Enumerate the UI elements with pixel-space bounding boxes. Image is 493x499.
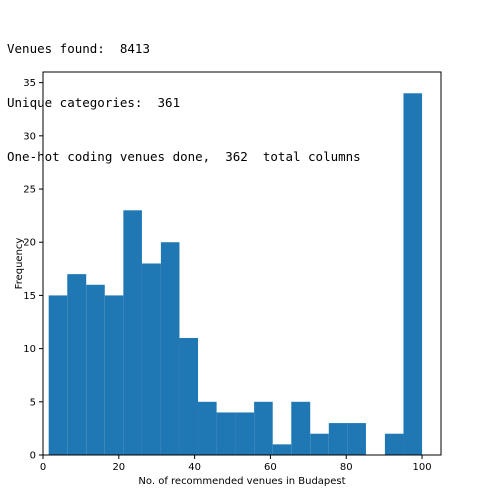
- y-tick-label: 20: [23, 238, 36, 249]
- histogram-bar-4: [123, 210, 142, 455]
- x-tick-label: 0: [40, 462, 46, 473]
- console-output: Venues found: 8413 Unique categories: 36…: [7, 4, 361, 184]
- histogram-bar-3: [104, 295, 124, 455]
- histogram-bars: [48, 93, 423, 456]
- histogram-bar-14: [310, 433, 329, 455]
- x-tick-label: 60: [264, 462, 277, 473]
- x-axis-label: No. of recommended venues in Budapest: [138, 476, 345, 487]
- console-line-unique-categories: Unique categories: 361: [7, 95, 181, 110]
- y-axis-ticks: 0 5 10 15 20 25 30 35: [23, 78, 43, 462]
- y-tick-label: 15: [23, 291, 36, 302]
- histogram-bar-8: [198, 401, 217, 455]
- x-tick-label: 20: [112, 462, 125, 473]
- histogram-bar-15: [328, 423, 348, 455]
- histogram-bar-10: [235, 412, 255, 455]
- y-tick-label: 5: [30, 397, 36, 408]
- histogram-bar-16: [347, 423, 366, 455]
- y-tick-label: 30: [23, 131, 36, 142]
- x-tick-label: 100: [413, 462, 432, 473]
- x-tick-label: 80: [340, 462, 353, 473]
- histogram-bar-1: [67, 274, 87, 455]
- y-tick-label: 35: [23, 78, 36, 89]
- histogram-bar-19: [403, 93, 423, 456]
- histogram-bar-0: [48, 295, 68, 455]
- x-tick-label: 40: [188, 462, 201, 473]
- y-tick-label: 25: [23, 185, 36, 196]
- histogram-bar-5: [141, 263, 161, 455]
- histogram-bar-13: [291, 401, 311, 455]
- console-line-one-hot-coding: One-hot coding venues done, 362 total co…: [7, 149, 361, 164]
- histogram-bar-18: [384, 433, 404, 455]
- y-tick-label: 10: [23, 344, 36, 355]
- x-axis-ticks: 0 20 40 60 80 100: [40, 455, 432, 473]
- y-axis-label: Frequency: [14, 238, 25, 290]
- y-tick-label: 0: [30, 451, 36, 462]
- histogram-bar-12: [272, 444, 292, 455]
- histogram-bar-7: [179, 337, 199, 455]
- histogram-bar-6: [160, 242, 180, 455]
- histogram-bar-9: [216, 412, 236, 455]
- histogram-bar-11: [254, 401, 273, 455]
- histogram-bar-2: [86, 284, 105, 455]
- console-line-venues-found: Venues found: 8413: [7, 41, 150, 56]
- plot-frame: [42, 71, 442, 456]
